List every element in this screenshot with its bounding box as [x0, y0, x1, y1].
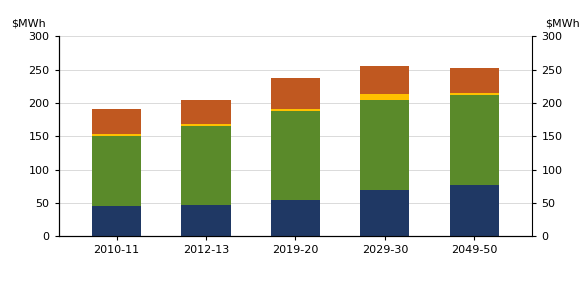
Bar	[450, 185, 499, 236]
Bar	[450, 95, 499, 185]
Bar	[360, 190, 410, 236]
Bar	[360, 94, 410, 100]
Bar	[450, 68, 499, 93]
Bar	[360, 66, 410, 94]
Bar	[181, 205, 230, 236]
Bar	[271, 109, 320, 111]
Legend: Wholesale prices, Household network costs, RET, Other costs: Wholesale prices, Household network cost…	[75, 301, 468, 303]
Bar	[92, 134, 141, 136]
Bar	[271, 200, 320, 236]
Text: $MWh: $MWh	[545, 18, 580, 28]
Text: $MWh: $MWh	[11, 18, 46, 28]
Bar	[181, 100, 230, 124]
Bar	[181, 124, 230, 126]
Bar	[450, 93, 499, 95]
Bar	[271, 111, 320, 200]
Bar	[181, 126, 230, 205]
Bar	[92, 109, 141, 134]
Bar	[360, 100, 410, 190]
Bar	[92, 136, 141, 206]
Bar	[271, 78, 320, 109]
Bar	[92, 206, 141, 236]
